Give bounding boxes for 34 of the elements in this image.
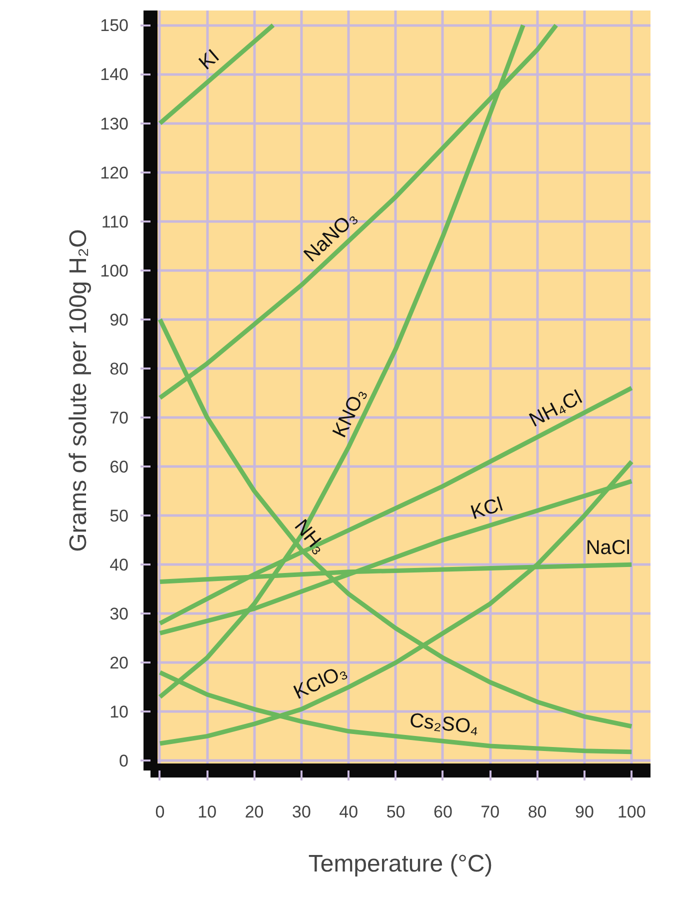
- y-tick-label: 20: [110, 654, 129, 673]
- y-tick-label: 10: [110, 702, 129, 722]
- x-tick-label: 20: [244, 802, 264, 822]
- y-tick-label: 140: [100, 65, 129, 84]
- x-tick-label: 0: [155, 802, 165, 822]
- text: Cs₂SO₄: [408, 710, 480, 739]
- y-tick-label: 150: [100, 16, 129, 36]
- y-tick-label: 100: [100, 261, 129, 280]
- x-tick-label: 90: [575, 802, 594, 822]
- y-tick-label: 80: [110, 359, 129, 378]
- y-tick-label: 50: [110, 506, 129, 526]
- y-tick-label: 120: [100, 163, 129, 182]
- y-tick-label: 70: [110, 408, 129, 428]
- x-tick-label: 80: [528, 802, 547, 822]
- x-tick-label: 60: [434, 802, 452, 822]
- y-tick-label: 90: [110, 310, 129, 330]
- y-tick-label: 0: [119, 752, 129, 771]
- y-tick-label: 60: [110, 458, 129, 476]
- x-tick-label: 40: [339, 802, 358, 822]
- x-tick-label: 50: [386, 802, 406, 822]
- y-tick-label: 40: [110, 556, 129, 575]
- y-tick-label: 130: [100, 114, 129, 134]
- x-tick-label: 30: [292, 802, 311, 822]
- series-label: NaCl: [586, 537, 630, 560]
- x-tick-label: 10: [198, 802, 217, 822]
- x-axis-title: Temperature (°C): [308, 850, 493, 878]
- x-tick-label: 100: [617, 802, 646, 822]
- text: KClO₃: [290, 660, 350, 704]
- text: KCl: [468, 494, 506, 524]
- y-tick-label: 30: [110, 604, 129, 624]
- y-tick-label: 110: [101, 212, 129, 232]
- y-axis-title: Grams of solute per 100g H₂O: [65, 229, 92, 552]
- x-tick-label: 70: [480, 802, 500, 822]
- text: KI: [194, 45, 224, 74]
